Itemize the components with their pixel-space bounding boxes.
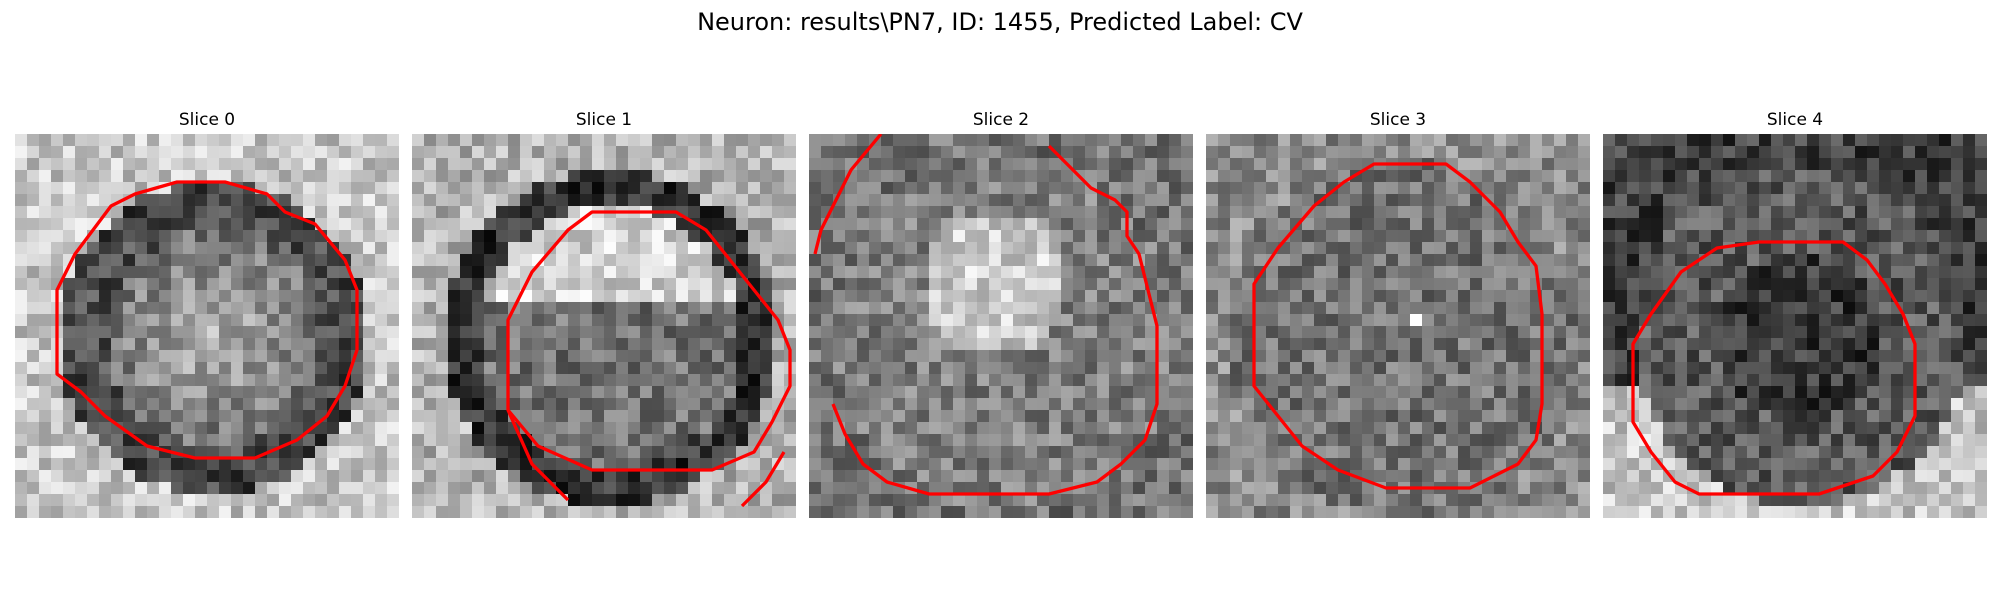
segmentation-contour <box>1252 162 1544 490</box>
slice-title-2: Slice 2 <box>972 110 1030 130</box>
contour-fragment <box>740 451 786 508</box>
slice-title-4: Slice 4 <box>1766 110 1824 130</box>
contour-fragment <box>506 409 570 502</box>
figure-title: Neuron: results\PN7, ID: 1455, Predicted… <box>697 8 1303 36</box>
segmentation-contour <box>831 144 1159 496</box>
slice-title-1: Slice 1 <box>575 110 633 130</box>
slice-title-3: Slice 3 <box>1369 110 1427 130</box>
slice-image-0 <box>15 134 399 518</box>
slice-image-1 <box>412 134 796 518</box>
slice-panel-2: Slice 2 <box>809 108 1193 518</box>
slice-image-3 <box>1206 134 1590 518</box>
contour-fragment <box>813 134 883 255</box>
slice-panel-4: Slice 4 <box>1603 108 1987 518</box>
slice-panel-1: Slice 1 <box>412 108 796 518</box>
slice-image-4 <box>1603 134 1987 518</box>
slice-image-2 <box>809 134 1193 518</box>
segmentation-contour <box>1631 240 1917 496</box>
segmentation-contour <box>506 210 792 472</box>
slice-panel-3: Slice 3 <box>1206 108 1590 518</box>
slice-title-0: Slice 0 <box>178 110 236 130</box>
segmentation-contour <box>55 180 359 460</box>
slice-panel-0: Slice 0 <box>15 108 399 518</box>
